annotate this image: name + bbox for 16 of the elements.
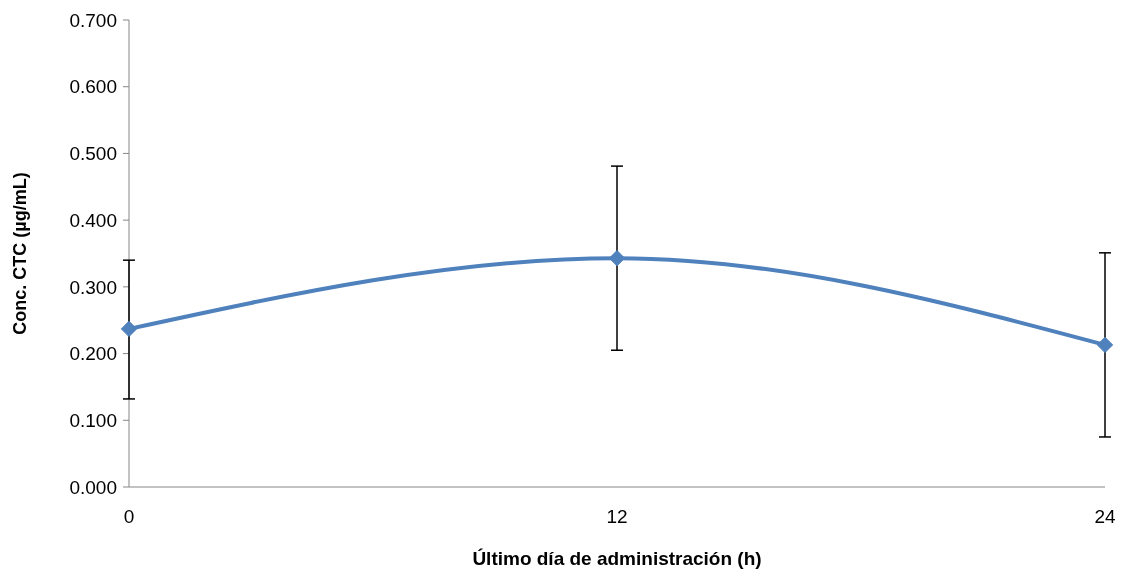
y-tick-label: 0.300 — [69, 276, 117, 298]
x-tick-label: 24 — [1094, 506, 1116, 527]
x-tick-label: 12 — [606, 506, 628, 527]
x-axis-title: Último día de administración (h) — [472, 548, 762, 569]
y-tick-label: 0.600 — [69, 76, 117, 98]
point — [608, 250, 626, 267]
y-tick-label: 0.200 — [69, 343, 117, 365]
y-tick-label: 0.000 — [69, 476, 117, 498]
y-tick-label: 0.500 — [69, 143, 117, 165]
y-tick-label: 0.700 — [69, 9, 117, 31]
x-tick-label: 0 — [123, 506, 135, 527]
y-tick-label: 0.100 — [69, 409, 117, 431]
y-tick-label: 0.400 — [69, 209, 117, 231]
y-axis-title: Conc. CTC (µg/mL) — [10, 172, 30, 335]
point — [1096, 336, 1114, 354]
point — [120, 320, 138, 338]
